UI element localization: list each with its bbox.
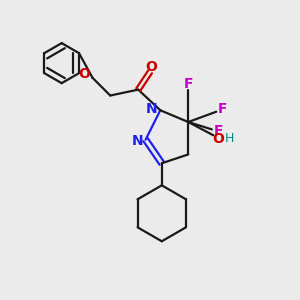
Text: F: F [218, 102, 227, 116]
Text: O: O [213, 132, 224, 146]
Text: H: H [225, 132, 234, 145]
Text: O: O [78, 67, 90, 81]
Text: F: F [184, 77, 193, 91]
Text: N: N [146, 102, 158, 116]
Text: N: N [131, 134, 143, 148]
Text: O: O [146, 60, 158, 74]
Text: F: F [214, 124, 223, 138]
